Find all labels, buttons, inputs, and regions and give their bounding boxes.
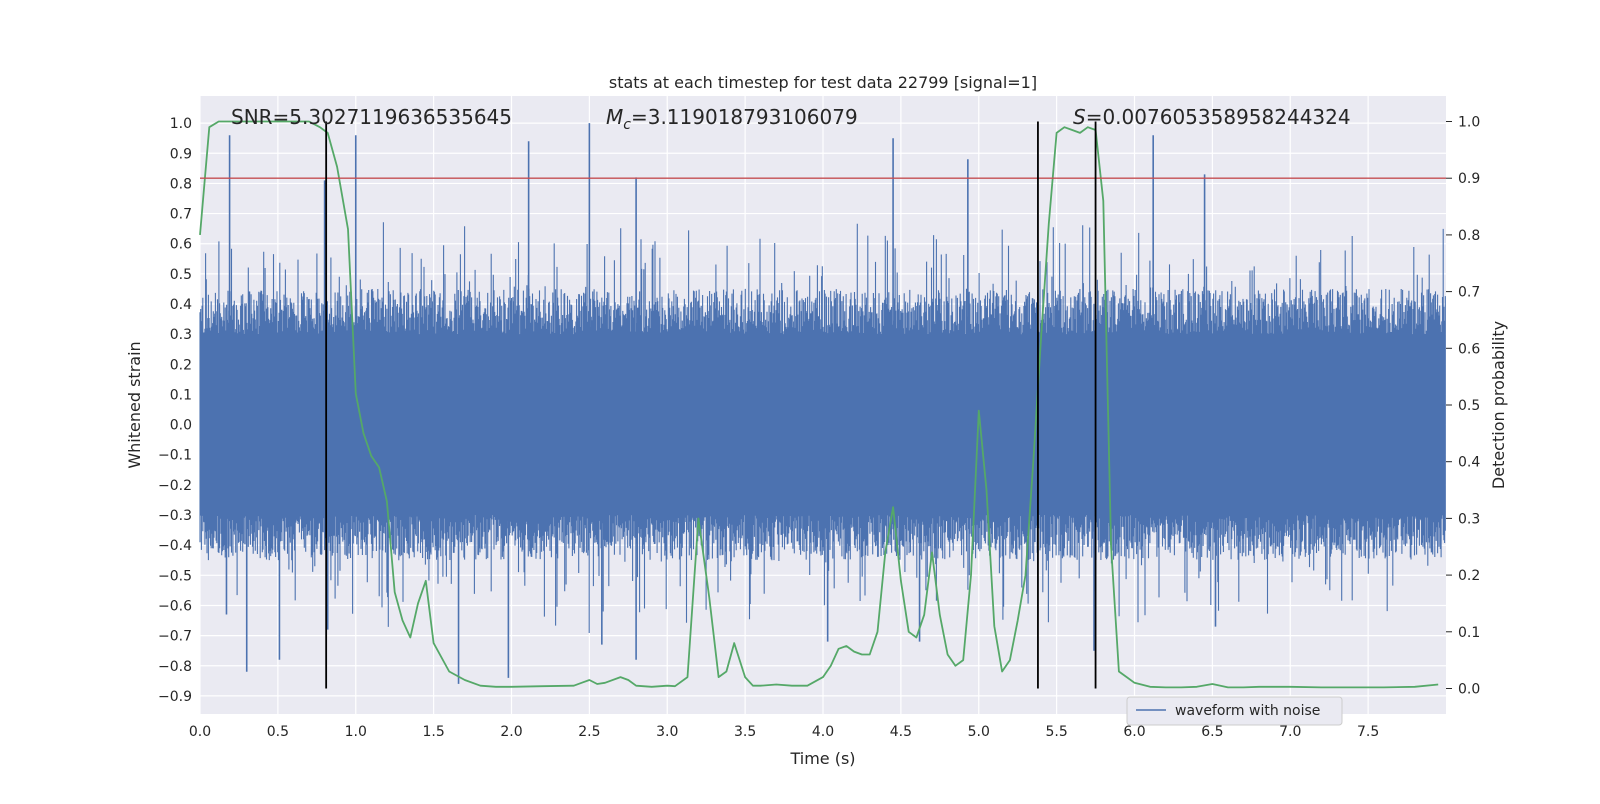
chirp-mass-annotation: Mc=3.119018793106079	[606, 105, 858, 133]
y-tick-label: −0.5	[158, 568, 192, 584]
y-tick-label: 0.8	[170, 176, 192, 192]
x-tick-label: 7.5	[1357, 724, 1379, 740]
y2-tick-label: 0.7	[1458, 285, 1480, 301]
x-tick-label: 4.0	[812, 724, 834, 740]
y2-axis-label: Detection probability	[1489, 321, 1508, 489]
x-tick-label: 0.5	[267, 724, 289, 740]
legend-label: waveform with noise	[1175, 703, 1320, 719]
y-tick-label: 0.2	[170, 357, 192, 373]
legend: waveform with noise	[1126, 696, 1343, 726]
x-axis-label: Time (s)	[789, 749, 855, 768]
s-annotation: S=0.007605358958244324	[1073, 105, 1351, 129]
x-tick-label: 7.0	[1279, 724, 1301, 740]
x-tick-label: 3.5	[734, 724, 756, 740]
y2-tick-label: 0.4	[1458, 455, 1480, 471]
y-tick-label: −0.2	[158, 478, 192, 494]
chirp-mass-symbol: M	[606, 105, 623, 129]
y-tick-label: 0.1	[170, 387, 192, 403]
s-symbol: S	[1073, 105, 1086, 129]
y2-tick-label: 0.0	[1458, 681, 1480, 697]
y2-tick-label: 0.1	[1458, 625, 1480, 641]
x-tick-label: 6.5	[1201, 724, 1223, 740]
y-tick-label: 0.6	[170, 237, 192, 253]
y-tick-label: −0.1	[158, 448, 192, 464]
y-tick-label: −0.9	[158, 689, 192, 705]
tick-labels: 0.0 0.5 1.0 1.5 2.0 2.5 3.0 3.5 4.0 4.5 5.0 5.5 6.0 6…	[158, 115, 1480, 740]
y-tick-label: 0.4	[170, 297, 192, 313]
y-tick-label: −0.6	[158, 598, 192, 614]
y-axis-label: Whitened strain	[125, 341, 144, 468]
x-tick-label: 0.0	[189, 724, 211, 740]
legend-box	[1126, 696, 1343, 726]
waveform-series	[199, 123, 1446, 684]
y-tick-label: 1.0	[170, 116, 192, 132]
y2-tick-label: 0.8	[1458, 228, 1480, 244]
x-tick-label: 3.0	[656, 724, 678, 740]
chart-title: stats at each timestep for test data 227…	[609, 73, 1037, 92]
y-tick-label: 0.3	[170, 327, 192, 343]
y-tick-label: −0.8	[158, 659, 192, 675]
y2-tick-label: 0.6	[1458, 341, 1480, 357]
s-value: =0.007605358958244324	[1086, 105, 1351, 129]
y-tick-label: −0.3	[158, 508, 192, 524]
y2-tick-label: 0.2	[1458, 568, 1480, 584]
waveform-noise-band	[199, 222, 1446, 633]
y-tick-label: −0.7	[158, 629, 192, 645]
y2-tick-label: 0.9	[1458, 171, 1480, 187]
x-tick-label: 1.5	[422, 724, 444, 740]
y-tick-label: 0.7	[170, 207, 192, 223]
x-tick-label: 4.5	[890, 724, 912, 740]
x-tick-label: 6.0	[1123, 724, 1145, 740]
y2-tick-label: 1.0	[1458, 115, 1480, 131]
x-tick-label: 5.5	[1045, 724, 1067, 740]
y-tick-label: −0.4	[158, 538, 192, 554]
snr-annotation: SNR=5.3027119636535645	[231, 105, 512, 129]
x-tick-label: 2.0	[500, 724, 522, 740]
y2-tick-label: 0.3	[1458, 511, 1480, 527]
x-tick-label: 1.0	[345, 724, 367, 740]
chirp-mass-subscript: c	[623, 117, 631, 133]
y-tick-label: 0.9	[170, 146, 192, 162]
reference-lines	[200, 121, 1446, 689]
y2-tick-label: 0.5	[1458, 398, 1480, 414]
x-tick-label: 5.0	[968, 724, 990, 740]
y-tick-label: 0.0	[170, 418, 192, 434]
chirp-mass-value: =3.119018793106079	[631, 105, 858, 129]
probability-series	[199, 120, 1439, 689]
y-tick-label: 0.5	[170, 267, 192, 283]
x-tick-label: 2.5	[578, 724, 600, 740]
detection-probability-line	[199, 120, 1439, 689]
